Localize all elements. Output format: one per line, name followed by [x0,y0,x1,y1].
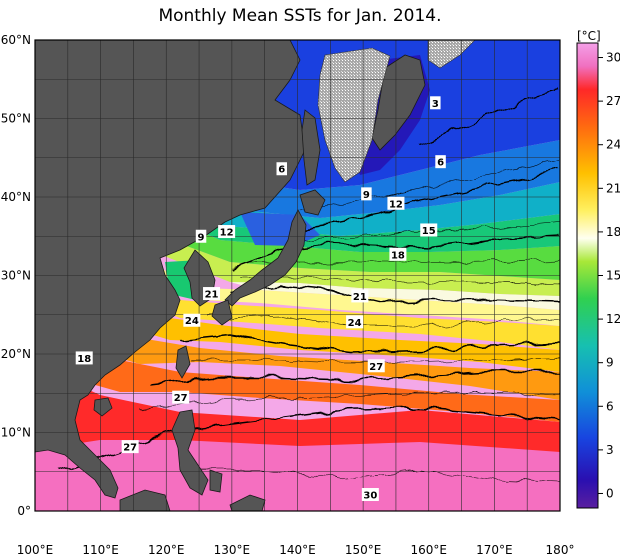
colorbar-tick-label: 6 [606,399,614,413]
colorbar-unit: [°C] [577,29,601,43]
contour-value-label: 24 [183,313,201,327]
colorbar-tick-label: 21 [606,181,620,195]
contour-value-label: 18 [75,351,93,365]
map-title: Monthly Mean SSTs for Jan. 2014. [158,6,442,26]
colorbar-tick-label: 18 [606,225,620,239]
contour-value-text: 27 [174,393,188,404]
contour-value-text: 30 [363,491,377,502]
longitude-label: 130°E [214,543,251,557]
contour-value-text: 3 [432,99,439,110]
contour-value-label: 6 [276,162,287,176]
contour-value-text: 12 [389,199,403,210]
longitude-labels: 100°E 110°E 120°E 130°E 140°E 150°E 160°E 170°E… [17,543,575,557]
latitude-labels: 60°N 50°N 40°N 30°N 20°N 10°N 0° [1,33,31,518]
longitude-label: 110°E [82,543,119,557]
longitude-label: 160°E [411,543,448,557]
contour-value-text: 24 [185,316,199,327]
colorbar-tick-label: 24 [606,138,620,152]
longitude-label: 100°E [17,543,54,557]
contour-value-label: 18 [389,247,407,261]
contour-value-label: 3 [430,96,441,110]
contour-value-label: 27 [367,359,385,373]
sea-ice [317,40,476,183]
contour-value-label: 27 [121,440,139,454]
contour-value-text: 21 [353,292,367,303]
contour-value-label: 27 [172,390,190,404]
colorbar-tick-label: 30 [606,51,620,65]
latitude-label: 30°N [1,269,31,283]
contour-value-label: 6 [435,155,446,169]
contour-value-text: 24 [348,318,362,329]
contour-value-label: 21 [203,287,221,301]
contour-value-text: 15 [422,226,436,237]
lat-lon-grid [35,40,560,511]
latitude-label: 40°N [1,190,31,204]
longitude-label: 120°E [148,543,185,557]
longitude-label: 140°E [279,543,316,557]
longitude-label: 150°E [345,543,382,557]
contour-value-label: 12 [218,225,236,239]
colorbar-tick-label: 9 [606,356,614,370]
contour-value-label: 9 [361,187,372,201]
colorbar-tick-label: 15 [606,269,620,283]
contour-value-text: 27 [123,443,137,454]
map-frame [34,39,561,512]
latitude-label: 60°N [1,33,31,47]
longitude-label: 170°E [476,543,513,557]
contour-value-label: 9 [195,229,207,243]
colorbar-tick-label: 27 [606,94,620,108]
colorbar-tick-label: 3 [606,443,614,457]
contour-value-label: 12 [387,196,405,210]
contour-value-text: 18 [391,250,405,261]
longitude-label: 180° [546,543,575,557]
latitude-label: 50°N [1,112,31,126]
contour-value-text: 9 [363,190,370,201]
isotherm-lines [59,89,560,483]
contour-value-label: 30 [361,488,379,502]
colorbar-tick-label: 12 [606,312,620,326]
latitude-label: 20°N [1,347,31,361]
contour-value-text: 6 [278,165,285,176]
contour-value-label: 24 [346,315,364,329]
contour-value-label: 21 [351,289,369,303]
contour-value-text: 9 [198,232,205,243]
contour-value-text: 6 [437,158,444,169]
latitude-label: 10°N [1,426,31,440]
colorbar-gradient [576,42,599,509]
latitude-label: 0° [17,504,31,518]
contour-labels: 3 6 6 9 12 15 18 9 12 21 21 24 24 27 27 27 18 30 [75,96,446,502]
contour-value-label: 15 [420,223,438,237]
colorbar-tick-label: 0 [606,486,614,500]
contour-value-text: 21 [205,290,219,301]
contour-value-text: 18 [77,354,91,365]
contour-value-text: 27 [369,362,383,373]
contour-value-text: 12 [220,228,234,239]
